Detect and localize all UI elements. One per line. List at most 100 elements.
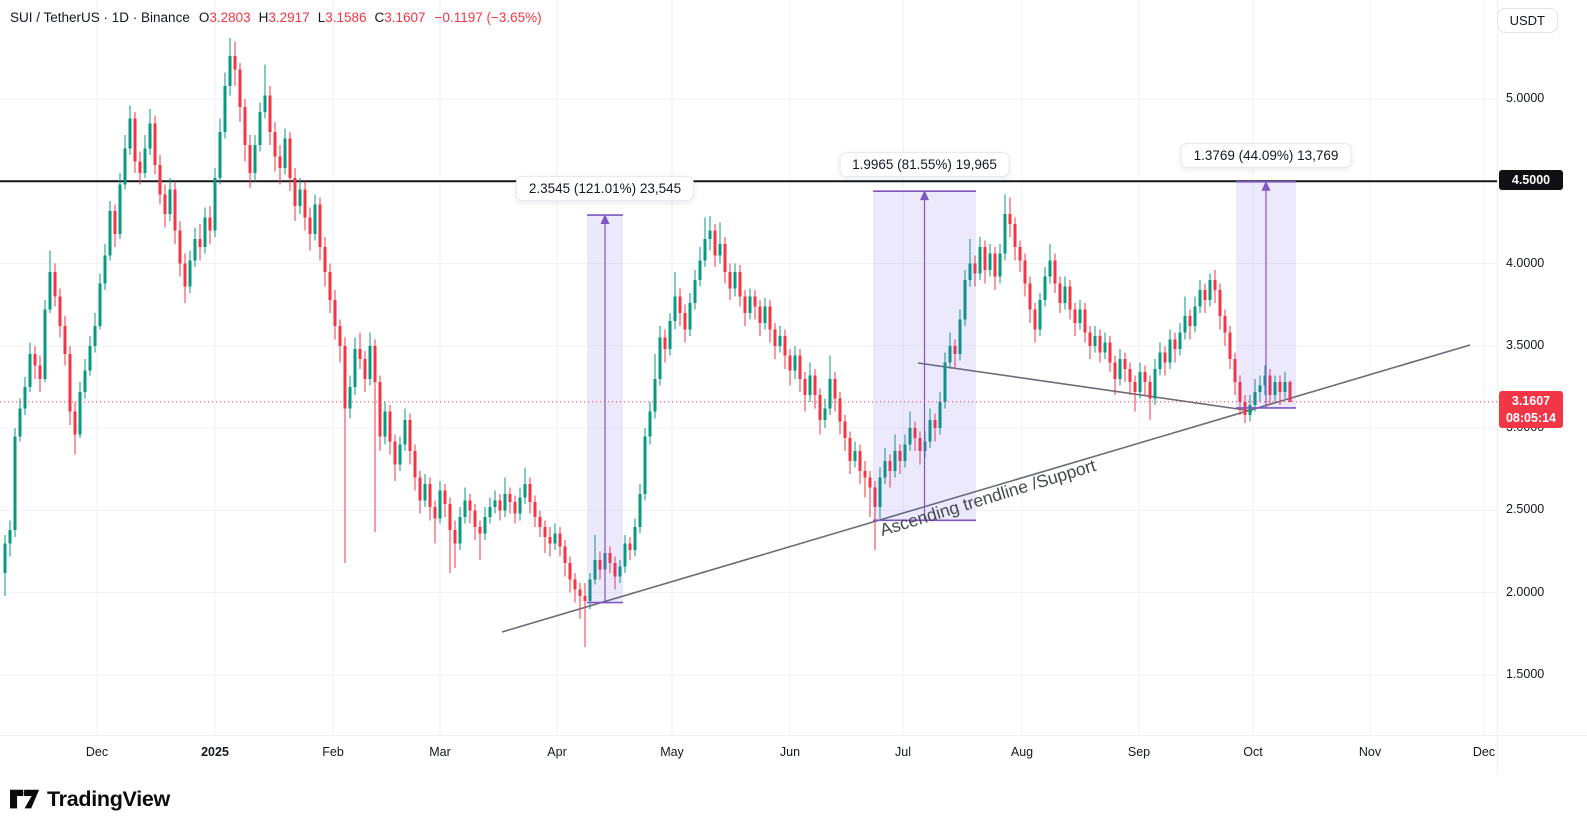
candle bbox=[1123, 352, 1127, 383]
candle bbox=[843, 414, 847, 452]
candle bbox=[558, 526, 562, 557]
price-range-label[interactable]: 2.3545 (121.01%) 23,545 bbox=[515, 176, 695, 202]
tradingview-logo[interactable]: TradingView bbox=[10, 786, 170, 813]
candle bbox=[333, 289, 337, 340]
candle bbox=[798, 349, 802, 392]
candle bbox=[273, 122, 277, 172]
candle bbox=[78, 382, 82, 439]
candle bbox=[323, 237, 327, 287]
time-axis-pane[interactable] bbox=[0, 735, 1587, 776]
trendline-ascending-support[interactable] bbox=[501, 344, 1471, 633]
time-tick-label: Aug bbox=[1010, 745, 1034, 759]
candle bbox=[398, 436, 402, 471]
candle bbox=[903, 434, 907, 468]
candle bbox=[1183, 296, 1187, 340]
candle bbox=[963, 270, 967, 327]
candle bbox=[388, 405, 392, 455]
candle bbox=[1173, 332, 1177, 363]
candle bbox=[813, 368, 817, 409]
candle bbox=[383, 401, 387, 445]
last-price-value: 3.1607 bbox=[1511, 393, 1551, 408]
candle bbox=[908, 411, 912, 452]
candle bbox=[158, 154, 162, 205]
candle bbox=[893, 434, 897, 478]
price-axis-pane[interactable] bbox=[1497, 0, 1587, 775]
candle bbox=[1278, 375, 1282, 406]
currency-unit-badge[interactable]: USDT bbox=[1496, 8, 1558, 33]
candle bbox=[1218, 283, 1222, 330]
candle bbox=[968, 238, 972, 287]
price-range-tool[interactable] bbox=[1236, 180, 1296, 409]
candle bbox=[178, 220, 182, 277]
candle bbox=[483, 507, 487, 541]
candle bbox=[868, 470, 872, 518]
candle bbox=[688, 293, 692, 336]
candle bbox=[523, 467, 527, 504]
candle bbox=[678, 288, 682, 327]
candle bbox=[918, 431, 922, 465]
candle bbox=[238, 62, 242, 123]
tradingview-logo-text: TradingView bbox=[47, 787, 170, 811]
price-range-label[interactable]: 1.9965 (81.55%) 19,965 bbox=[839, 152, 1010, 178]
last-price-badge: 3.1607 08:05:14 bbox=[1499, 390, 1563, 429]
tradingview-logo-icon bbox=[10, 789, 40, 809]
price-range-tool[interactable] bbox=[587, 214, 623, 604]
candle bbox=[1033, 303, 1037, 343]
candle bbox=[3, 535, 7, 597]
candle bbox=[28, 342, 32, 392]
candle bbox=[88, 335, 92, 376]
candle bbox=[853, 441, 857, 468]
candle bbox=[298, 177, 302, 215]
ohlc-values: O3.2803 H3.2917 L3.1586 C3.1607 bbox=[199, 10, 426, 25]
candle bbox=[808, 362, 812, 402]
candle bbox=[253, 135, 257, 182]
candle bbox=[228, 38, 232, 96]
candle bbox=[533, 495, 537, 527]
candle bbox=[408, 413, 412, 465]
candle bbox=[563, 540, 567, 577]
candle bbox=[848, 431, 852, 475]
ohlc-item: L3.1586 bbox=[317, 10, 367, 25]
candle bbox=[288, 131, 292, 192]
time-tick-label: Oct bbox=[1243, 745, 1263, 759]
candle bbox=[708, 215, 712, 251]
candle bbox=[198, 224, 202, 261]
candle bbox=[18, 398, 22, 442]
candle bbox=[363, 350, 367, 392]
time-tick-label: Jul bbox=[895, 745, 911, 759]
time-tick-label: Feb bbox=[322, 745, 344, 759]
candle bbox=[318, 197, 322, 261]
candle bbox=[618, 559, 622, 583]
candle bbox=[443, 484, 447, 518]
candle bbox=[823, 398, 827, 429]
candle bbox=[833, 372, 837, 412]
candle bbox=[43, 299, 47, 383]
symbol-title[interactable]: SUI / TetherUS · 1D · Binance bbox=[10, 10, 190, 25]
time-tick-label: Mar bbox=[429, 745, 451, 759]
candle bbox=[1158, 342, 1162, 376]
candle bbox=[1223, 309, 1227, 346]
candle bbox=[728, 263, 732, 300]
candle bbox=[1143, 365, 1147, 396]
candle bbox=[948, 332, 952, 369]
candle bbox=[353, 337, 357, 396]
candle bbox=[1258, 375, 1262, 402]
trendline-descending-resistance[interactable] bbox=[917, 362, 1253, 412]
candle bbox=[488, 497, 492, 524]
price-range-label[interactable]: 1.3769 (44.09%) 13,769 bbox=[1180, 142, 1352, 168]
candle bbox=[703, 217, 707, 267]
candle bbox=[698, 247, 702, 287]
candle bbox=[733, 263, 737, 297]
candle bbox=[373, 339, 377, 532]
candle bbox=[188, 250, 192, 294]
candle bbox=[313, 194, 317, 241]
price-range-tool[interactable] bbox=[873, 190, 976, 522]
candle bbox=[1068, 280, 1072, 320]
candle bbox=[168, 177, 172, 221]
candle bbox=[643, 428, 647, 501]
candle bbox=[133, 112, 137, 174]
candle bbox=[638, 484, 642, 534]
candle bbox=[528, 477, 532, 514]
